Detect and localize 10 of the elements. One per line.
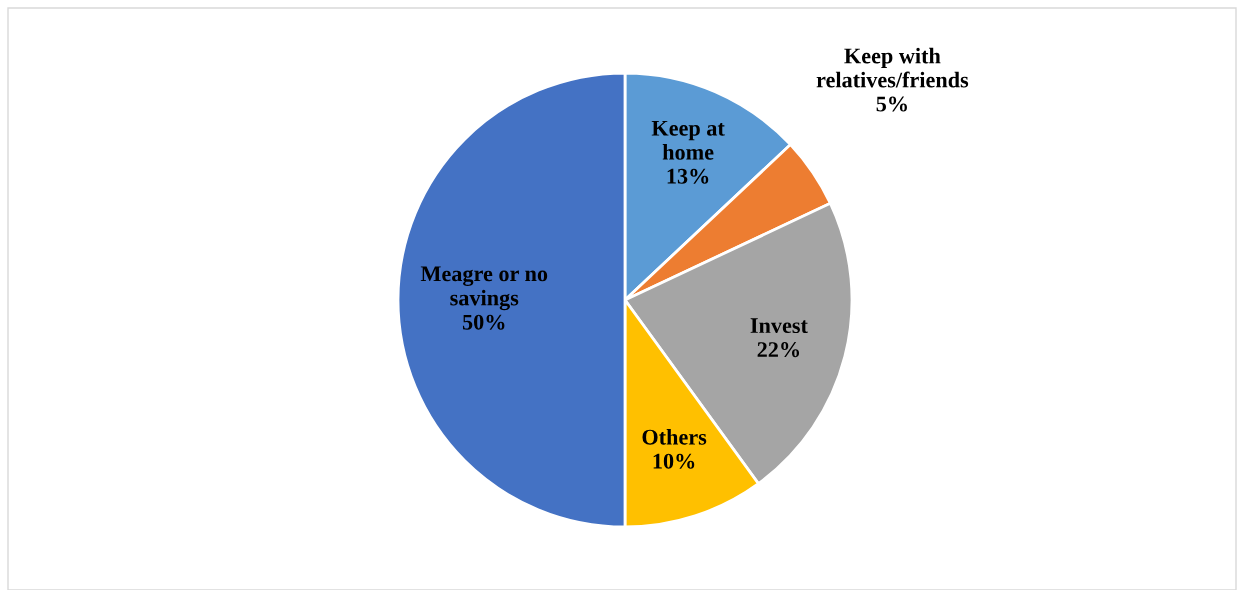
- slice-label: Meagre or no savings: [420, 266, 548, 311]
- slice-label: Keep at home: [651, 120, 725, 160]
- data-label: 13%: [667, 168, 709, 184]
- slice-label: Others: [642, 429, 707, 445]
- data-label: 50%: [462, 314, 505, 330]
- data-label: 10%: [653, 453, 695, 469]
- slice-label: Keep with relatives/friends: [816, 47, 969, 88]
- slice-label: Invest: [750, 318, 808, 334]
- data-label: 5%: [876, 96, 907, 112]
- data-label: 22%: [757, 342, 800, 358]
